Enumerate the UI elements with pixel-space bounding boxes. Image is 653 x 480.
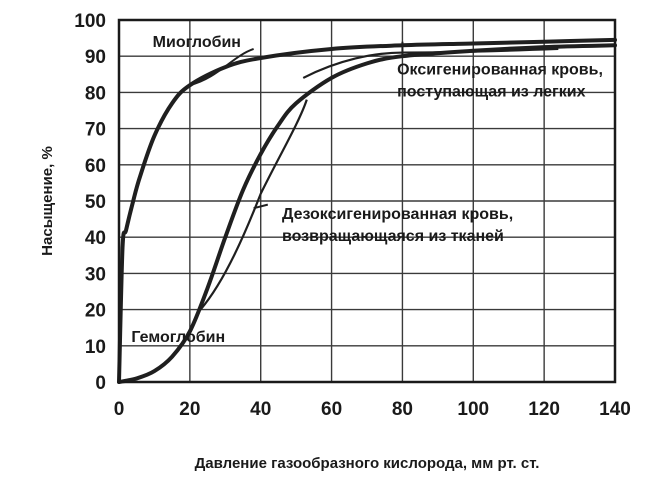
y-tick-label-9: 90: [85, 47, 106, 68]
x-axis-label: Давление газообразного кислорода, мм рт.…: [195, 455, 540, 472]
annotation-deoxy-line-0: Дезоксигенированная кровь,: [282, 206, 513, 223]
y-tick-label-1: 10: [85, 337, 106, 358]
y-tick-labels: 0 10 20 30 40 50 60 70 80 90 100: [74, 11, 106, 394]
y-tick-label-7: 70: [85, 120, 106, 141]
y-axis-label: Насыщение, %: [39, 146, 56, 256]
y-tick-label-8: 80: [85, 83, 106, 104]
annotation-oxy-line-1: поступающая из легких: [397, 83, 585, 100]
plot-area-frame: [117, 18, 617, 384]
x-tick-label-6: 120: [528, 399, 560, 420]
annotation-deoxy-line-1: возвращающаяся из тканей: [282, 228, 504, 245]
x-tick-label-3: 60: [321, 399, 342, 420]
annotation-hemoglobin-line-0: Гемоглобин: [131, 329, 225, 346]
annotation-myoglobin-line-0: Миоглобин: [153, 34, 241, 51]
annotation-oxy-line-0: Оксигенированная кровь,: [397, 61, 603, 78]
annotation-oxy: Оксигенированная кровь, поступающая из ле…: [397, 61, 603, 100]
y-tick-label-4: 40: [85, 228, 106, 249]
y-tick-label-5: 50: [85, 192, 106, 213]
x-tick-label-1: 20: [179, 399, 200, 420]
y-tick-label-2: 20: [85, 301, 106, 322]
y-tick-label-6: 60: [85, 156, 106, 177]
brace-layer: [189, 41, 559, 311]
grid: [119, 20, 615, 382]
x-tick-label-7: 140: [599, 399, 631, 420]
deoxy-brace-tip: [253, 203, 269, 210]
y-tick-label-10: 100: [74, 11, 106, 32]
annotation-myoglobin: Миоглобин: [153, 34, 241, 51]
annotation-deoxy: Дезоксигенированная кровь, возвращающаяся…: [282, 206, 513, 245]
x-tick-label-0: 0: [114, 399, 125, 420]
deoxy-blood-brace: [199, 99, 308, 311]
x-tick-labels: 0 20 40 60 80 100 120 140: [114, 399, 631, 420]
y-tick-label-0: 0: [95, 373, 106, 394]
annotations: Миоглобин Оксигенированная кровь, поступаю…: [131, 34, 603, 346]
y-tick-label-3: 30: [85, 264, 106, 285]
x-tick-label-5: 100: [457, 399, 489, 420]
annotation-hemoglobin: Гемоглобин: [131, 329, 225, 346]
myoglobin-leader: [189, 48, 254, 87]
x-tick-label-4: 80: [392, 399, 413, 420]
x-tick-label-2: 40: [250, 399, 271, 420]
